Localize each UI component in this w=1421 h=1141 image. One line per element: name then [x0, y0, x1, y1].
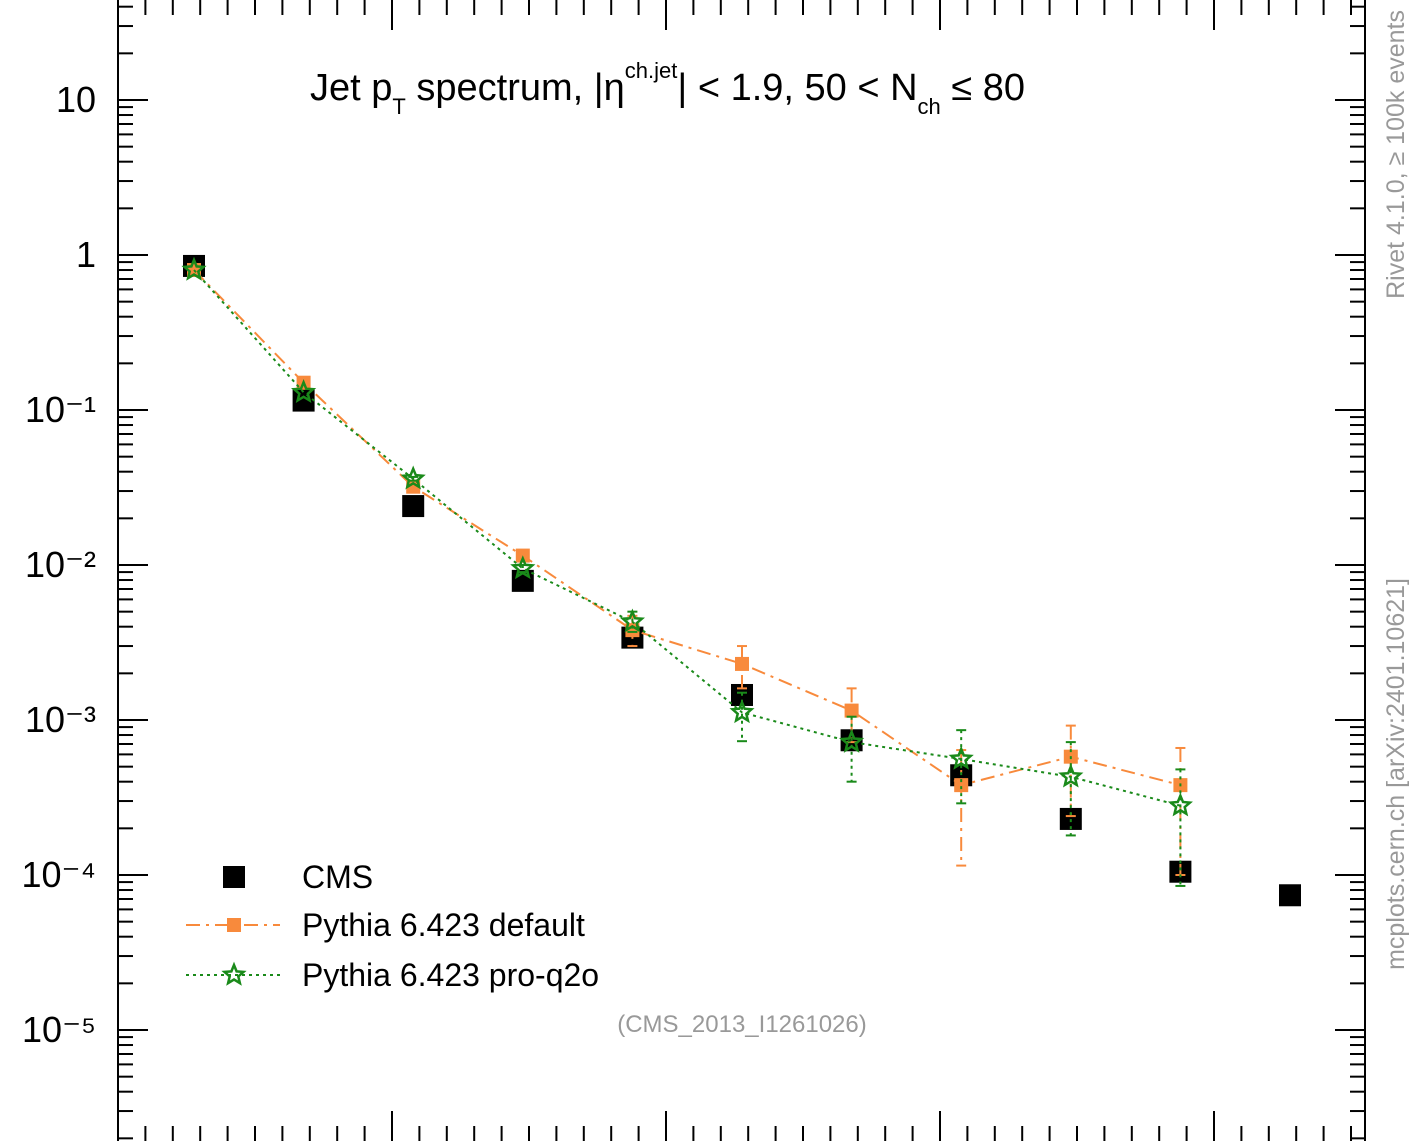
data-point	[844, 703, 859, 718]
series-1	[187, 263, 1188, 876]
data-point	[402, 495, 425, 518]
series-line	[193, 269, 1181, 787]
data-point	[181, 256, 207, 281]
y-tick-label: 10⁻⁴	[21, 854, 96, 895]
series-0	[183, 254, 1301, 907]
legend-label: Pythia 6.423 default	[302, 907, 585, 943]
side-label-bottom: mcplots.cern.ch [arXiv:2401.10621]	[1382, 578, 1410, 970]
legend: CMS Pythia 6.423 default Pythia 6.423 pro-…	[186, 859, 599, 993]
y-tick-label: 10	[56, 79, 96, 120]
watermark: (CMS_2013_I1261026)	[617, 1011, 867, 1038]
data-point	[735, 656, 749, 671]
y-tick-labels: 10 1 10⁻¹ 10⁻² 10⁻³ 10⁻⁴ 10⁻⁵	[21, 79, 96, 1050]
data-point	[1059, 807, 1082, 830]
data-point	[729, 699, 755, 724]
legend-label: CMS	[302, 859, 373, 895]
data-point	[954, 778, 969, 793]
data-point	[839, 728, 865, 753]
plot-frame	[117, 0, 1366, 1141]
data-point	[400, 465, 426, 490]
legend-marker	[223, 866, 245, 888]
legend-label: Pythia 6.423 pro-q2o	[302, 957, 599, 993]
y-tick-label: 10⁻³	[25, 699, 96, 740]
data-point	[291, 378, 317, 404]
legend-entry: CMS	[223, 859, 373, 895]
data-point	[1058, 763, 1084, 788]
side-label-top: Rivet 4.1.0, ≥ 100k events	[1382, 10, 1410, 299]
legend-marker	[221, 961, 247, 986]
data-point	[948, 745, 974, 770]
data-point	[406, 479, 421, 494]
data-point	[1279, 884, 1301, 907]
data-point	[619, 608, 645, 633]
axis-ticks	[117, 0, 1365, 1141]
y-tick-label: 10⁻²	[25, 544, 96, 585]
y-tick-label: 1	[76, 234, 96, 275]
chart-title: Jet pT spectrum, |ηch.jet| < 1.9, 50 < N…	[310, 58, 1025, 119]
series-layer	[181, 254, 1301, 907]
series-line	[193, 269, 1181, 807]
legend-marker	[227, 918, 241, 932]
y-tick-label: 10⁻¹	[25, 389, 96, 430]
legend-entry: Pythia 6.423 default	[186, 907, 585, 943]
data-point	[1167, 792, 1193, 817]
y-tick-label: 10⁻⁵	[22, 1009, 96, 1050]
data-point	[625, 623, 640, 638]
series-2	[181, 256, 1193, 887]
legend-entry: Pythia 6.423 pro-q2o	[186, 957, 599, 993]
data-point	[292, 389, 315, 412]
data-point	[510, 555, 536, 580]
